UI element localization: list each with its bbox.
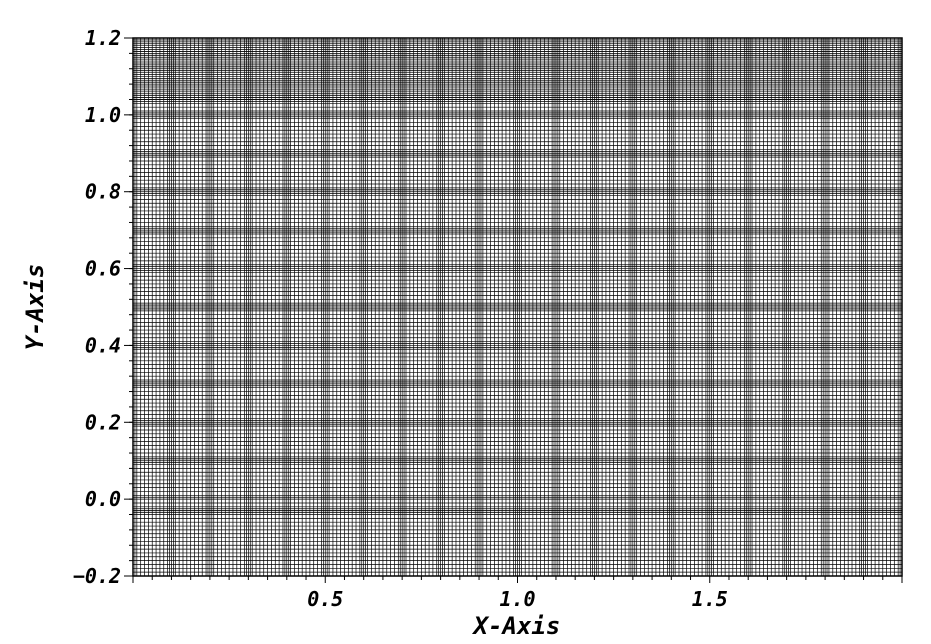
- y-tick-label: 1.0: [85, 103, 121, 127]
- y-tick-label: 0.2: [85, 410, 121, 434]
- y-tick-label: −0.2: [73, 564, 121, 588]
- x-tick-label: 0.5: [307, 587, 343, 611]
- y-tick-label: 0.0: [85, 487, 121, 511]
- x-tick-labels: 0.5 1.0 1.5: [307, 587, 728, 611]
- y-axis-label: Y-Axis: [21, 264, 49, 351]
- mesh-grid: [133, 38, 902, 576]
- x-tick-label: 1.5: [692, 587, 728, 611]
- y-tick-label: 0.6: [85, 257, 121, 281]
- y-tick-label: 1.2: [85, 26, 121, 50]
- y-tick-label: 0.8: [85, 180, 121, 204]
- y-tick-label: 0.4: [85, 333, 121, 357]
- x-axis-label: X-Axis: [472, 612, 561, 640]
- x-tick-label: 1.0: [499, 587, 535, 611]
- y-tick-labels: −0.2 0.0 0.2 0.4 0.6 0.8 1.0 1.2: [73, 26, 121, 588]
- plot-frame: [132, 37, 903, 577]
